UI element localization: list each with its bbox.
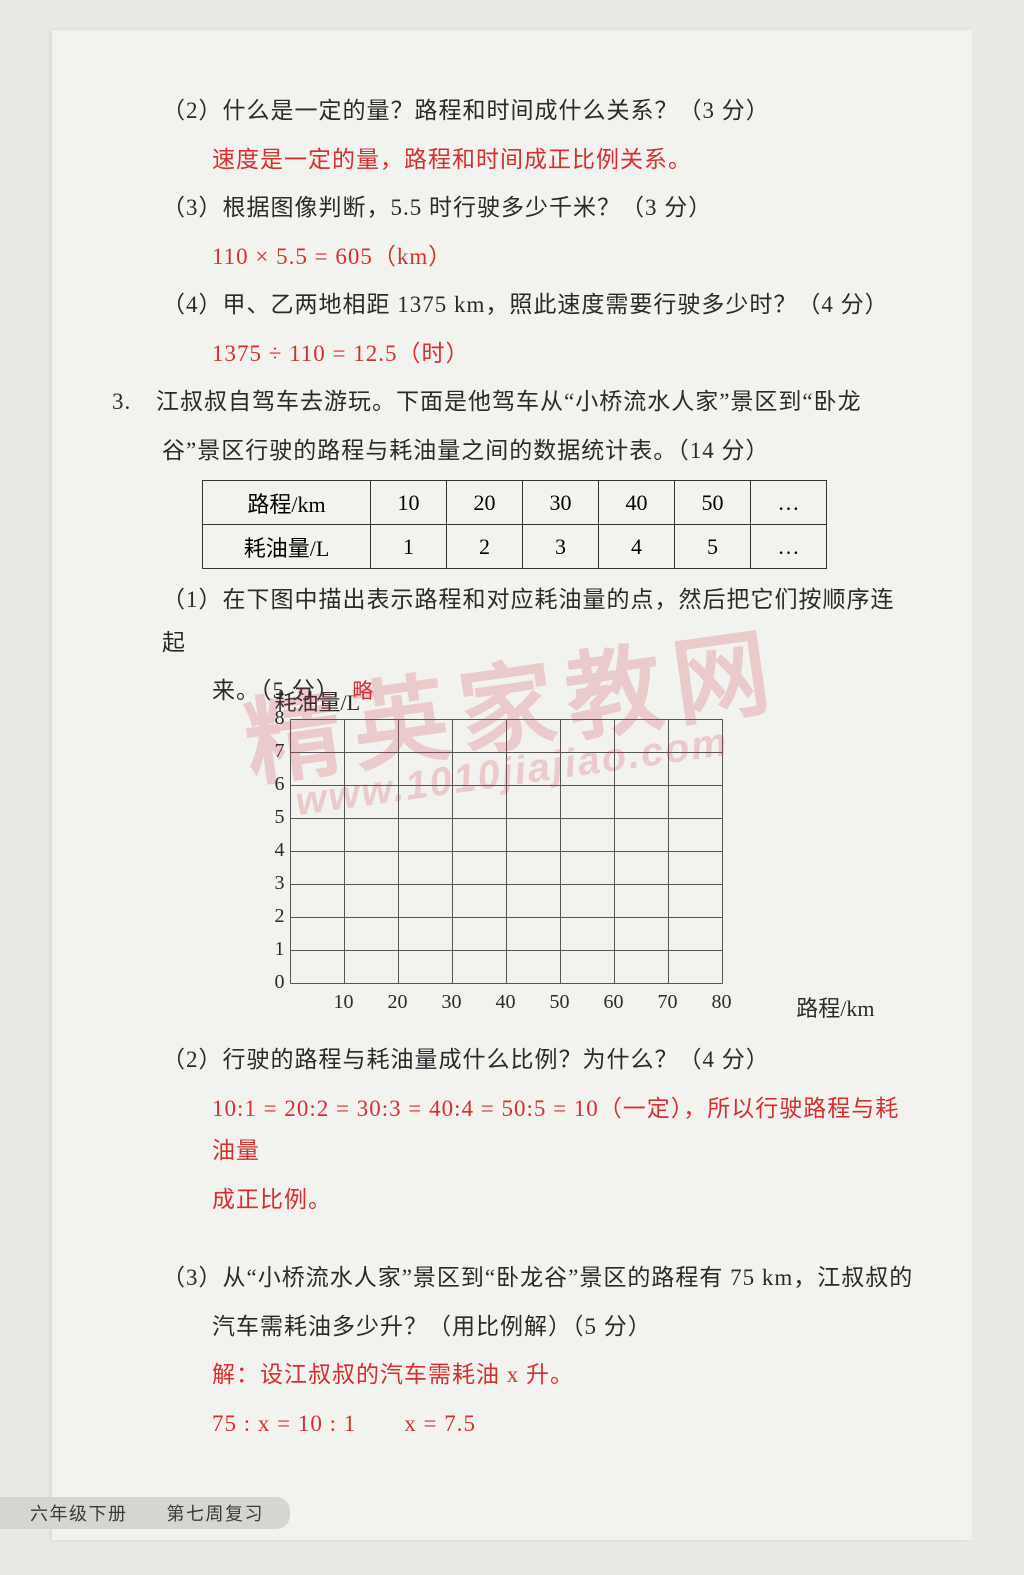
table-cell: 1 <box>371 525 447 569</box>
table-row: 耗油量/L 1 2 3 4 5 … <box>203 525 827 569</box>
x-tick: 40 <box>484 991 528 1014</box>
table-cell: 3 <box>523 525 599 569</box>
problem-3-line1: 3.江叔叔自驾车去游玩。下面是他驾车从“小桥流水人家”景区到“卧龙 <box>112 381 917 424</box>
sub-question-1-line2: 来。（5 分） 略 <box>112 670 917 713</box>
table-cell: 4 <box>599 525 675 569</box>
question-4: （4）甲、乙两地相距 1375 km，照此速度需要行驶多少时？（4 分） <box>112 284 917 327</box>
y-tick: 0 <box>245 971 285 994</box>
answer-sub3-line2: 75 : x = 10 : 1 x = 7.5 <box>112 1403 917 1446</box>
x-tick: 50 <box>538 991 582 1014</box>
x-tick: 10 <box>322 991 366 1014</box>
footer-tab: 六年级下册 第七周复习 <box>0 1497 290 1529</box>
answer-sub3-line1: 解：设江叔叔的汽车需耗油 x 升。 <box>112 1354 917 1397</box>
question-3: （3）根据图像判断，5.5 时行驶多少千米？（3 分） <box>112 187 917 230</box>
sub-question-3-line2: 汽车需耗油多少升？（用比例解）（5 分） <box>112 1306 917 1349</box>
y-tick: 1 <box>245 938 285 961</box>
y-tick: 3 <box>245 872 285 895</box>
table-cell: 30 <box>523 481 599 525</box>
y-tick: 8 <box>245 707 285 730</box>
problem-3-number: 3. <box>112 381 156 424</box>
x-axis-label: 路程/km <box>796 991 874 1023</box>
x-tick: 70 <box>646 991 690 1014</box>
table-header-distance: 路程/km <box>203 481 371 525</box>
table-cell: 10 <box>371 481 447 525</box>
y-tick: 4 <box>245 839 285 862</box>
y-tick: 7 <box>245 740 285 763</box>
answer-sub2-line2: 成正比例。 <box>112 1179 917 1222</box>
table-header-fuel: 耗油量/L <box>203 525 371 569</box>
y-tick: 5 <box>245 806 285 829</box>
x-tick: 80 <box>700 991 744 1014</box>
y-tick: 2 <box>245 905 285 928</box>
answer-4: 1375 ÷ 110 = 12.5（时） <box>112 333 917 376</box>
answer-2: 速度是一定的量，路程和时间成正比例关系。 <box>112 139 917 182</box>
answer-sub2-line1: 10:1 = 20:2 = 30:3 = 40:4 = 50:5 = 10（一定… <box>112 1088 917 1173</box>
table-cell: 20 <box>447 481 523 525</box>
worksheet-page: （2）什么是一定的量？路程和时间成什么关系？（3 分） 速度是一定的量，路程和时… <box>52 30 972 1540</box>
x-tick: 60 <box>592 991 636 1014</box>
table-row: 路程/km 10 20 30 40 50 … <box>203 481 827 525</box>
blank-grid-chart: 耗油量/L 路程/km 8765432101020304050607080 <box>235 719 795 1019</box>
problem-3-text1: 江叔叔自驾车去游玩。下面是他驾车从“小桥流水人家”景区到“卧龙 <box>156 389 862 414</box>
sub-question-2: （2）行驶的路程与耗油量成什么比例？为什么？（4 分） <box>112 1039 917 1082</box>
question-2: （2）什么是一定的量？路程和时间成什么关系？（3 分） <box>112 90 917 133</box>
x-tick: 20 <box>376 991 420 1014</box>
answer-3: 110 × 5.5 = 605（km） <box>112 236 917 279</box>
table-cell: 40 <box>599 481 675 525</box>
x-tick: 30 <box>430 991 474 1014</box>
data-table: 路程/km 10 20 30 40 50 … 耗油量/L 1 2 3 4 5 … <box>202 480 827 569</box>
problem-3-line2: 谷”景区行驶的路程与耗油量之间的数据统计表。（14 分） <box>112 430 917 473</box>
y-axis-label: 耗油量/L <box>275 685 361 717</box>
table-cell: … <box>751 481 827 525</box>
chart-grid <box>290 719 724 985</box>
table-cell: 50 <box>675 481 751 525</box>
sub-question-3-line1: （3）从“小桥流水人家”景区到“卧龙谷”景区的路程有 75 km，江叔叔的 <box>112 1257 917 1300</box>
table-cell: 2 <box>447 525 523 569</box>
sub-question-1-line1: （1）在下图中描出表示路程和对应耗油量的点，然后把它们按顺序连起 <box>112 579 917 664</box>
table-cell: 5 <box>675 525 751 569</box>
table-cell: … <box>751 525 827 569</box>
y-tick: 6 <box>245 773 285 796</box>
